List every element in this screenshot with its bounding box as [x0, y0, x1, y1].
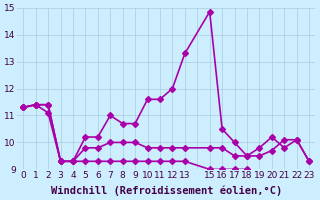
X-axis label: Windchill (Refroidissement éolien,°C): Windchill (Refroidissement éolien,°C) — [51, 185, 282, 196]
